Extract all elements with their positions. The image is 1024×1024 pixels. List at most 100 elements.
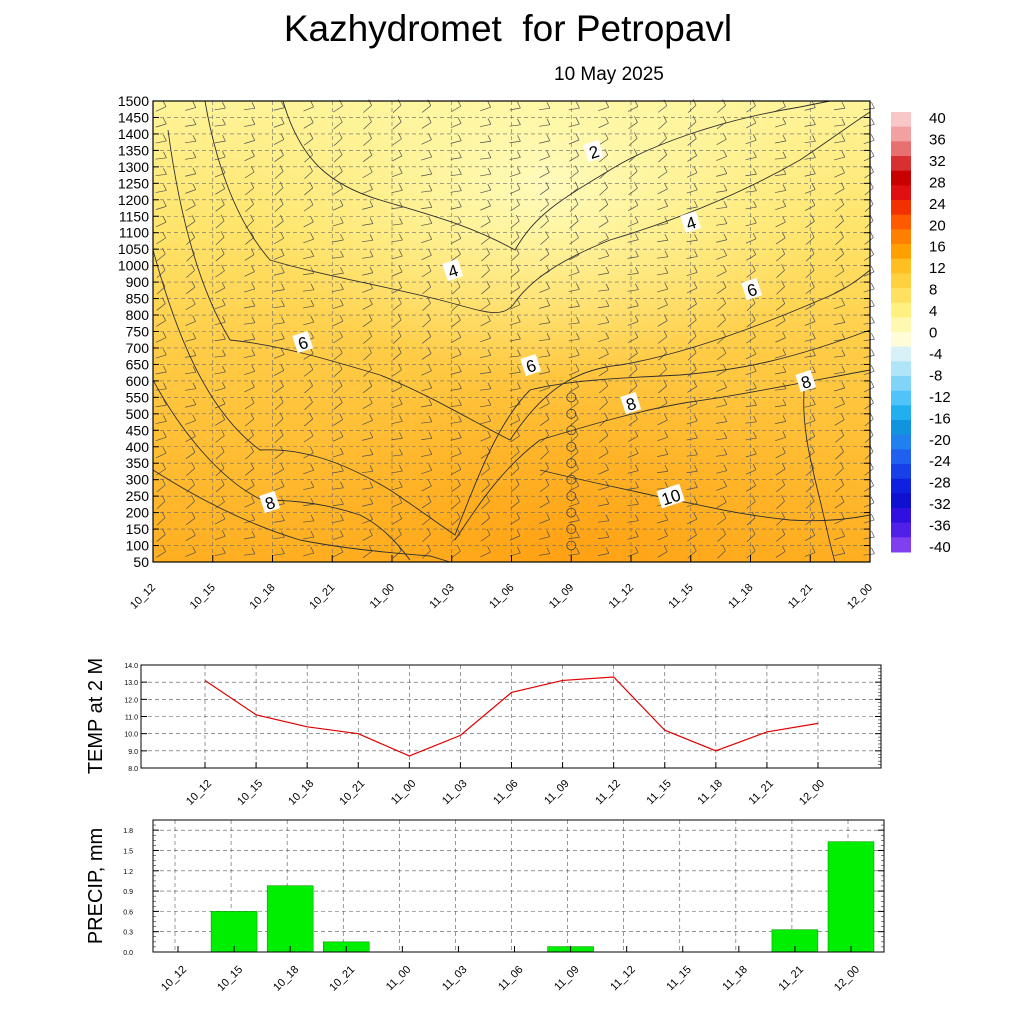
colorbar-label: 20 xyxy=(929,217,946,234)
wind-barb xyxy=(717,105,726,113)
wind-barb-flag xyxy=(545,231,549,238)
wind-barb xyxy=(214,371,226,375)
wind-barb-flag xyxy=(397,115,402,123)
wind-barb-flag xyxy=(810,247,815,254)
wind-barb-flag xyxy=(841,547,846,554)
wind-barb xyxy=(363,369,372,377)
wind-barb xyxy=(568,139,580,145)
wind-barb xyxy=(657,336,668,344)
wind-barb xyxy=(421,336,432,344)
wind-barb-flag xyxy=(368,363,372,370)
wind-barb-flag xyxy=(222,349,226,356)
wind-barb xyxy=(627,272,639,276)
wind-barb-flag xyxy=(280,149,284,156)
wind-barb xyxy=(274,204,284,212)
wind-barb xyxy=(274,386,284,393)
wind-barb-flag xyxy=(576,283,580,290)
wind-barb xyxy=(745,388,757,391)
wind-barb xyxy=(422,319,431,328)
wind-barb xyxy=(156,270,166,278)
temp-x-tick-label: 10_12 xyxy=(184,778,214,808)
wind-barb-flag xyxy=(309,379,313,386)
wind-barb-flag xyxy=(870,479,874,486)
wind-barb-flag xyxy=(191,264,195,271)
wind-barb-flag xyxy=(753,431,757,439)
colorbar-label: 40 xyxy=(929,110,946,127)
wind-barb xyxy=(214,552,226,557)
wind-barb-flag xyxy=(692,330,697,337)
wind-barb xyxy=(362,420,373,425)
wind-barb-flag xyxy=(221,381,226,389)
wind-barb xyxy=(244,305,255,309)
wind-barb-flag xyxy=(310,233,315,240)
wind-barb-flag xyxy=(369,465,374,472)
wind-barb-flag xyxy=(192,315,196,322)
wind-barb xyxy=(539,253,550,262)
wind-barb xyxy=(480,551,491,558)
wind-barb-flag xyxy=(309,396,313,403)
temp-x-tick-label: 11_12 xyxy=(593,778,623,808)
wind-barb-flag xyxy=(605,300,610,307)
wind-barb xyxy=(186,237,195,245)
wind-barb-flag xyxy=(811,512,815,519)
wind-barb-flag xyxy=(221,166,226,174)
wind-barb xyxy=(421,370,432,376)
wind-barb xyxy=(745,238,757,244)
precip-x-tick-label: 10_12 xyxy=(159,964,189,994)
wind-barb-flag xyxy=(664,250,669,257)
wind-barb-flag xyxy=(781,462,786,470)
wind-barb-flag xyxy=(694,200,698,208)
wind-barb-flag xyxy=(663,379,668,387)
wind-barb-flag xyxy=(486,528,491,536)
field-x-tick-label: 11_00 xyxy=(368,582,398,612)
wind-barb xyxy=(421,387,432,392)
wind-barb xyxy=(332,305,344,309)
wind-barb-flag xyxy=(458,151,462,158)
calm-wind-marker xyxy=(566,425,577,436)
wind-barb xyxy=(598,353,609,360)
wind-barb xyxy=(835,484,844,493)
wind-barb xyxy=(451,336,461,344)
wind-barb-flag xyxy=(753,168,757,175)
wind-barb xyxy=(745,206,757,210)
wind-barb xyxy=(156,484,166,493)
wind-barb-flag xyxy=(163,415,167,422)
wind-barb-flag xyxy=(162,231,166,239)
wind-barb xyxy=(863,355,875,358)
wind-barb xyxy=(775,221,786,228)
wind-barb-flag xyxy=(605,116,609,124)
colorbar-label: 12 xyxy=(929,260,946,277)
wind-barb-flag xyxy=(428,398,433,406)
wind-barb xyxy=(568,107,580,111)
wind-barb xyxy=(568,322,580,325)
wind-barb xyxy=(746,319,756,328)
wind-barb xyxy=(155,421,167,424)
wind-barb-flag xyxy=(752,447,757,455)
wind-barb-flag xyxy=(221,281,226,289)
wind-barb xyxy=(598,553,609,556)
wind-barb-flag xyxy=(369,513,373,520)
wind-barb-flag xyxy=(368,166,373,173)
wind-barb-flag xyxy=(487,167,492,175)
precip-bars xyxy=(210,841,875,953)
colorbar-swatch xyxy=(891,244,911,260)
wind-barb xyxy=(214,403,226,409)
wind-barb xyxy=(658,121,667,130)
wind-barb xyxy=(686,502,698,508)
precip-bar xyxy=(827,841,875,953)
wind-barb-flag xyxy=(635,530,639,537)
wind-barb-flag xyxy=(693,380,697,387)
wind-barb-flag xyxy=(576,531,580,538)
field-y-tick-label: 1450 xyxy=(118,109,149,125)
wind-barb xyxy=(657,205,668,211)
wind-barb-flag xyxy=(162,348,167,356)
wind-barb-flag xyxy=(634,315,639,322)
wind-barb-flag xyxy=(457,463,462,470)
precip-y-tick-label: 1.2 xyxy=(123,869,133,876)
precip-y-tick-label: 0.3 xyxy=(123,930,133,937)
wind-barb xyxy=(657,304,668,310)
wind-barb-flag xyxy=(338,363,343,370)
wind-barb-flag xyxy=(663,148,668,156)
wind-barb-flag xyxy=(723,432,728,439)
precip-x-tick-label: 10_15 xyxy=(215,964,245,994)
